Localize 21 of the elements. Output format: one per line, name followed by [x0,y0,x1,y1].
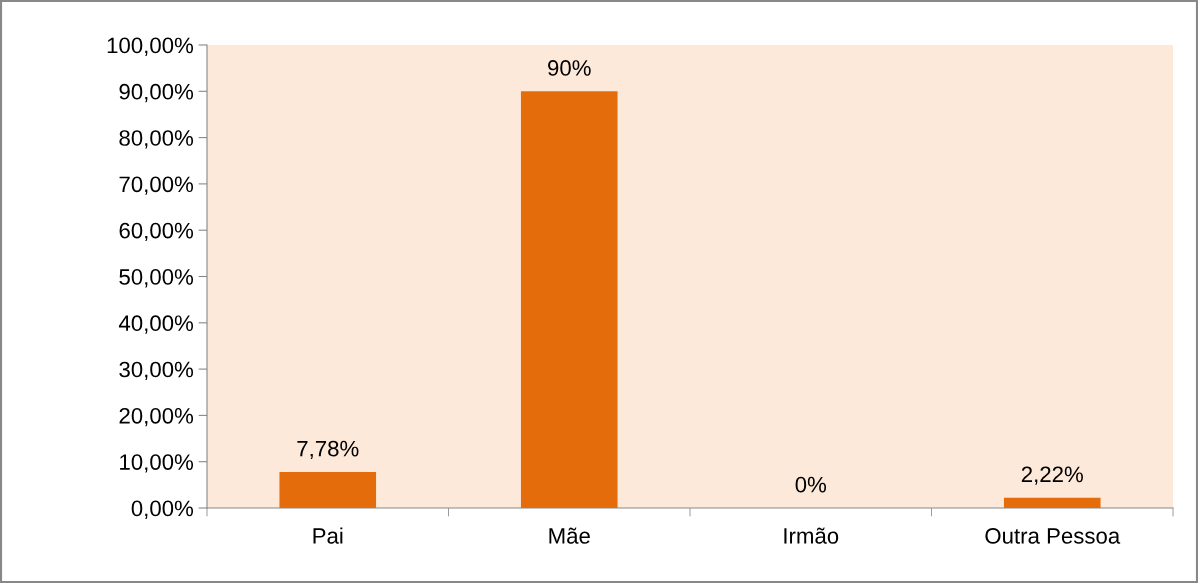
x-tick-label: Pai [313,527,343,544]
y-tick-label: 40,00% [118,315,194,334]
x-tick-label: Outra Pessoa [985,528,1121,544]
x-tick-label: Mãe [549,527,590,544]
x-tick-label: Irmão [784,527,839,544]
bar [279,471,377,508]
y-tick-label: 90,00% [119,83,194,103]
y-tick-label: 10,00% [120,454,194,473]
y-tick-label: 70,00% [119,176,194,195]
data-label: 90% [548,60,591,76]
y-tick-label: 60,00% [119,222,194,242]
data-label: 2,22% [1021,466,1083,485]
y-tick-label: 20,00% [119,407,194,427]
y-tick-label: 80,00% [119,130,194,149]
data-label: 0% [795,476,827,493]
bar [520,91,618,508]
y-tick-label: 100,00% [107,37,194,56]
y-tick-label: 50,00% [119,269,194,288]
data-label: 7,78% [297,440,359,460]
y-tick-label: 0,00% [131,500,194,519]
y-tick-label: 30,00% [119,361,194,380]
